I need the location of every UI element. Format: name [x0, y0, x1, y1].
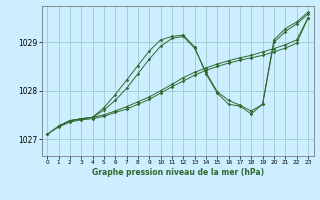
- X-axis label: Graphe pression niveau de la mer (hPa): Graphe pression niveau de la mer (hPa): [92, 168, 264, 177]
